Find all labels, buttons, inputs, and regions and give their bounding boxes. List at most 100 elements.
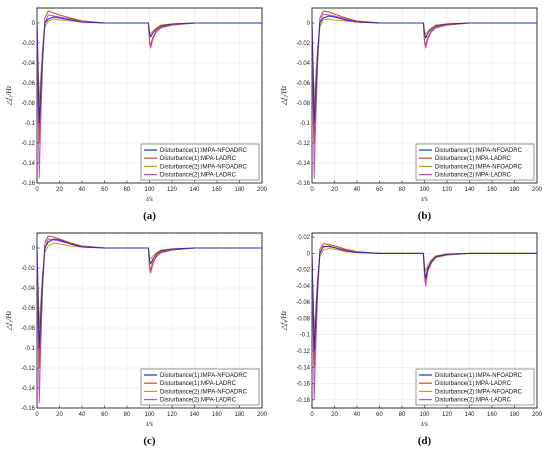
x-tick-label: 80 (399, 412, 406, 418)
panel-b: 0 20 40 60 80 100 120 140 160 180 200 0 -0.02 -0.04 -0… (275, 0, 550, 225)
x-tick-label: 160 (212, 187, 223, 193)
legend-label-1: Disturbance(1):IMPA-NFOADRC (435, 148, 523, 154)
y-tick-label: -0.04 (296, 61, 310, 67)
y-tick-label: -0.18 (296, 398, 310, 404)
legend-label-3: Disturbance(2):IMPA-NFOADRC (435, 389, 523, 395)
x-tick-label: 40 (79, 412, 86, 418)
y-tick-label: -0.06 (21, 306, 35, 312)
legend-label-2: Disturbance(1):MPA-LADRC (435, 156, 512, 162)
panel-c: 0 20 40 60 80 100 120 140 160 180 200 0 -0.02 -0.04 -0… (0, 225, 275, 450)
x-axis-label: t/s (146, 195, 153, 203)
y-tick-label: -0.14 (296, 365, 310, 371)
y-tick-label: -0.16 (21, 181, 35, 187)
y-tick-label: -0.02 (296, 268, 310, 274)
x-tick-label: 200 (532, 187, 543, 193)
legend-label-3: Disturbance(2):IMPA-NFOADRC (160, 164, 248, 170)
panel-d: 0 20 40 60 80 100 120 140 160 180 200 0.02 0 -0.02 -0.… (275, 225, 550, 450)
y-tick-label: -0.08 (296, 101, 310, 107)
x-tick-label: 80 (399, 187, 406, 193)
x-tick-label: 60 (376, 412, 383, 418)
x-tick-label: 20 (56, 412, 63, 418)
x-tick-label: 80 (124, 412, 131, 418)
legend-box (415, 143, 535, 181)
legend-label-4: Disturbance(2):MPA-LADRC (435, 173, 512, 179)
y-tick-label: -0.04 (296, 284, 310, 290)
legend-label-4: Disturbance(2):MPA-LADRC (160, 173, 237, 179)
series-line-1 (311, 245, 537, 352)
legend-label-2: Disturbance(1):MPA-LADRC (160, 381, 237, 387)
x-tick-label: 20 (331, 412, 338, 418)
y-tick-label: 0 (307, 251, 311, 257)
x-tick-label: 200 (257, 187, 268, 193)
plot-border (36, 232, 263, 409)
y-tick-label: -0.14 (296, 161, 310, 167)
x-tick-label: 120 (442, 412, 453, 418)
x-tick-label: 40 (354, 187, 361, 193)
legend-label-2: Disturbance(1):MPA-LADRC (160, 156, 237, 162)
y-tick-label: -0.04 (21, 61, 35, 67)
y-tick-label: -0.08 (296, 316, 310, 322)
x-tick-label: 40 (354, 412, 361, 418)
legend-label-1: Disturbance(1):IMPA-NFOADRC (160, 148, 248, 154)
series-line-1 (36, 238, 262, 349)
x-axis-label: t/s (421, 195, 428, 203)
y-axis-label: △f₁/Hz (5, 85, 13, 106)
x-axis-label: t/s (421, 420, 428, 428)
y-tick-label: 0 (32, 246, 36, 252)
x-tick-label: 120 (167, 187, 178, 193)
x-tick-label: 120 (442, 187, 453, 193)
x-tick-label: 0 (35, 187, 39, 193)
panel-label: (b) (418, 210, 432, 222)
legend-box (140, 143, 260, 181)
y-tick-label: -0.04 (21, 286, 35, 292)
y-tick-label: -0.12 (21, 141, 35, 147)
legend-label-3: Disturbance(2):IMPA-NFOADRC (160, 389, 248, 395)
x-tick-label: 60 (376, 187, 383, 193)
x-tick-label: 140 (464, 187, 475, 193)
y-tick-label: -0.06 (296, 300, 310, 306)
plot-border (311, 7, 538, 184)
panel-a: 0 20 40 60 80 100 120 140 160 180 200 0 -0.02 -0.04 -0… (0, 0, 275, 225)
y-tick-label: -0.16 (296, 181, 310, 187)
x-tick-label: 180 (509, 187, 520, 193)
x-tick-label: 100 (144, 187, 155, 193)
y-tick-label: -0.1 (25, 121, 36, 127)
x-axis-label: t/s (146, 420, 153, 428)
x-tick-label: 100 (419, 187, 430, 193)
x-tick-label: 160 (487, 412, 498, 418)
chart-d: 0 20 40 60 80 100 120 140 160 180 200 0.02 0 -0.02 -0.… (280, 232, 543, 447)
y-tick-label: -0.06 (296, 81, 310, 87)
y-tick-label: -0.12 (296, 141, 310, 147)
chart-c: 0 20 40 60 80 100 120 140 160 180 200 0 -0.02 -0.04 -0… (5, 232, 268, 447)
x-tick-label: 100 (144, 412, 155, 418)
x-tick-label: 0 (35, 412, 39, 418)
x-tick-label: 140 (464, 412, 475, 418)
y-tick-label: -0.14 (21, 386, 35, 392)
chart-a: 0 20 40 60 80 100 120 140 160 180 200 0 -0.02 -0.04 -0… (5, 7, 268, 222)
x-tick-label: 60 (101, 187, 108, 193)
plot-border (311, 232, 538, 409)
legend-label-4: Disturbance(2):MPA-LADRC (435, 398, 512, 404)
panel-label: (a) (143, 210, 156, 222)
legend-label-1: Disturbance(1):IMPA-NFOADRC (435, 373, 523, 379)
x-tick-label: 200 (257, 412, 268, 418)
y-tick-label: -0.02 (21, 266, 35, 272)
y-tick-label: -0.12 (296, 349, 310, 355)
y-tick-label: -0.08 (21, 101, 35, 107)
y-tick-label: -0.08 (21, 326, 35, 332)
y-axis-label: △f₄/Hz (280, 310, 288, 331)
y-axis-label: △f₃/Hz (5, 310, 13, 331)
x-tick-label: 20 (331, 187, 338, 193)
x-tick-label: 160 (212, 412, 223, 418)
y-tick-label: -0.06 (21, 81, 35, 87)
y-tick-label: -0.12 (21, 366, 35, 372)
y-axis-label: △f₂/Hz (280, 85, 288, 106)
x-tick-label: 60 (101, 412, 108, 418)
y-tick-label: -0.1 (25, 346, 36, 352)
legend-label-4: Disturbance(2):MPA-LADRC (160, 398, 237, 404)
panel-label: (c) (143, 435, 156, 447)
y-tick-label: -0.16 (21, 406, 35, 412)
x-tick-label: 40 (79, 187, 86, 193)
y-tick-label: -0.14 (21, 161, 35, 167)
y-tick-label: 0 (307, 21, 311, 27)
